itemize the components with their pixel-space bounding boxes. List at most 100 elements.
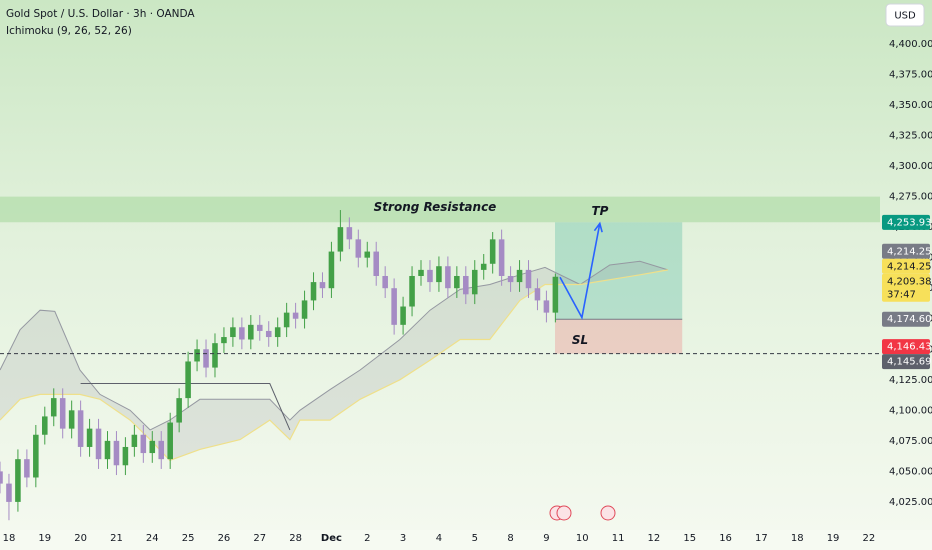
candle-body bbox=[471, 269, 478, 295]
candle-body bbox=[427, 269, 433, 283]
candle-body bbox=[86, 428, 93, 447]
candle-body bbox=[15, 459, 21, 502]
x-tick-label: 9 bbox=[543, 533, 549, 544]
x-tick-label: 2 bbox=[364, 533, 370, 544]
candle-body bbox=[167, 422, 173, 460]
front-layer: TP SL bbox=[0, 204, 880, 355]
candle-body bbox=[185, 361, 191, 399]
candle-body bbox=[436, 266, 442, 283]
candle-body bbox=[283, 312, 290, 328]
price-marker-label: 4,214.253 bbox=[887, 261, 932, 272]
candle-body bbox=[463, 275, 469, 295]
candle-body bbox=[212, 343, 218, 368]
x-tick-label: 10 bbox=[576, 533, 589, 544]
chart-title: Gold Spot / U.S. Dollar · 3h · OANDA bbox=[6, 8, 195, 20]
candle-body bbox=[516, 269, 523, 283]
x-tick-label: 15 bbox=[683, 533, 696, 544]
x-tick-label: 22 bbox=[863, 533, 876, 544]
candle-body bbox=[373, 251, 379, 276]
y-tick-label: 4,400.000 bbox=[889, 39, 932, 50]
candle-body bbox=[534, 288, 541, 301]
candle-body bbox=[221, 337, 227, 344]
candle-body bbox=[24, 459, 30, 478]
price-marker bbox=[882, 273, 930, 302]
candle-body bbox=[418, 269, 424, 276]
candle-body bbox=[239, 327, 245, 340]
x-tick-label: 28 bbox=[289, 533, 302, 544]
candle-layer bbox=[0, 210, 559, 521]
x-tick-label: 20 bbox=[74, 533, 87, 544]
indicator-label: Ichimoku (9, 26, 52, 26) bbox=[6, 25, 132, 37]
candle-body bbox=[525, 269, 532, 289]
candle-body bbox=[140, 434, 147, 454]
price-marker-sublabel: 37:47 bbox=[887, 289, 916, 300]
cloud-layer bbox=[0, 260, 669, 462]
candle-body bbox=[454, 275, 460, 289]
candle-body bbox=[489, 239, 496, 264]
base-line bbox=[80, 383, 291, 431]
candle-body bbox=[292, 312, 299, 319]
candle-body bbox=[6, 483, 12, 502]
event-icon[interactable] bbox=[600, 505, 616, 521]
x-tick-label: 27 bbox=[253, 533, 266, 544]
y-tick-label: 4,075.000 bbox=[889, 436, 932, 447]
candle-body bbox=[42, 416, 48, 435]
currency-button[interactable] bbox=[885, 3, 925, 27]
candle-body bbox=[346, 227, 353, 240]
price-marker bbox=[882, 339, 930, 355]
candle-body bbox=[543, 300, 550, 313]
price-marker-label: 4,209.380 bbox=[887, 276, 932, 287]
candle-body bbox=[274, 327, 281, 338]
x-tick-label: 19 bbox=[38, 533, 51, 544]
x-tick-label: 24 bbox=[146, 533, 159, 544]
y-tick-label: 4,125.000 bbox=[889, 375, 932, 386]
candle-body bbox=[391, 288, 397, 325]
price-marker-label: 4,253.939 bbox=[887, 217, 932, 228]
stop-loss-zone bbox=[555, 319, 683, 354]
x-tick-label: Dec bbox=[321, 533, 342, 544]
cloud-top-line bbox=[0, 260, 669, 431]
candle-body bbox=[310, 282, 317, 301]
x-axis-background bbox=[0, 530, 932, 550]
event-icon[interactable] bbox=[556, 505, 572, 521]
x-tick-label: 18 bbox=[791, 533, 804, 544]
x-tick-label: 5 bbox=[472, 533, 478, 544]
candle-body bbox=[498, 239, 505, 276]
candle-body bbox=[319, 282, 326, 289]
candle-body bbox=[301, 300, 308, 319]
candle-body bbox=[248, 324, 254, 340]
tp-label: TP bbox=[592, 204, 609, 218]
y-tick-label: 4,050.000 bbox=[889, 466, 932, 477]
candle-body bbox=[364, 251, 371, 258]
price-marker bbox=[882, 243, 930, 259]
x-tick-label: 3 bbox=[400, 533, 406, 544]
candle-body bbox=[149, 440, 156, 454]
candle-body bbox=[77, 410, 84, 447]
currency-label[interactable]: USD bbox=[894, 11, 916, 22]
candle-body bbox=[355, 239, 362, 258]
candle-body bbox=[382, 275, 388, 289]
candle-body bbox=[0, 471, 3, 484]
candle-body bbox=[50, 398, 57, 417]
candle-body bbox=[480, 263, 487, 270]
candle-body bbox=[194, 349, 200, 362]
candle-body bbox=[230, 327, 236, 338]
candle-body bbox=[122, 446, 129, 466]
y-tick-label: 4,375.000 bbox=[889, 69, 932, 80]
price-marker-label: 4,174.606 bbox=[887, 314, 932, 325]
candle-body bbox=[445, 266, 451, 289]
x-tick-label: 25 bbox=[182, 533, 195, 544]
candle-body bbox=[59, 398, 66, 429]
event-icons bbox=[549, 505, 616, 521]
candle-body bbox=[507, 275, 514, 283]
candle-body bbox=[256, 324, 263, 331]
cloud-bottom-line bbox=[0, 269, 669, 462]
x-tick-label: 19 bbox=[827, 533, 840, 544]
y-tick-label: 4,100.000 bbox=[889, 405, 932, 416]
y-tick-label: 4,350.000 bbox=[889, 100, 932, 111]
candle-body bbox=[328, 251, 335, 289]
y-tick-label: 4,025.000 bbox=[889, 497, 932, 508]
resistance-label: Strong Resistance bbox=[374, 200, 497, 214]
candle-body bbox=[131, 434, 138, 447]
